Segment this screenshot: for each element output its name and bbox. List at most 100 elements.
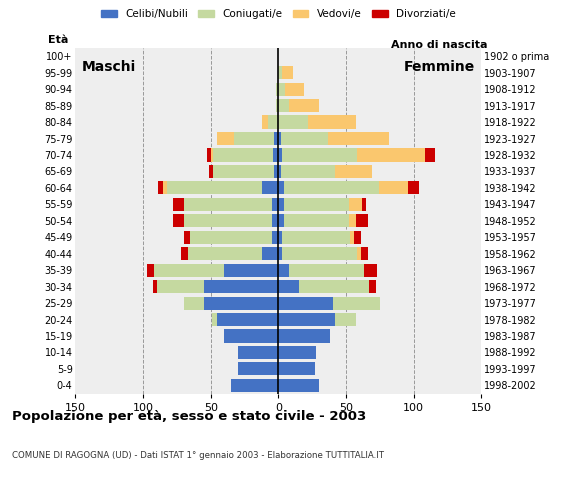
Bar: [278, 362, 315, 375]
Bar: [211, 148, 213, 162]
Bar: [285, 83, 304, 96]
Bar: [278, 99, 289, 112]
Text: Popolazione per età, sesso e stato civile - 2003: Popolazione per età, sesso e stato civil…: [12, 410, 366, 423]
Bar: [212, 313, 218, 326]
Legend: Celibi/Nubili, Coniugati/e, Vedovi/e, Divorziati/e: Celibi/Nubili, Coniugati/e, Vedovi/e, Di…: [97, 5, 460, 24]
Text: Maschi: Maschi: [82, 60, 136, 73]
Bar: [204, 297, 278, 310]
Bar: [408, 181, 419, 194]
Bar: [278, 116, 308, 129]
Bar: [308, 116, 356, 129]
Bar: [335, 165, 372, 178]
Bar: [238, 362, 278, 375]
Bar: [262, 181, 278, 194]
Bar: [278, 132, 281, 145]
Bar: [278, 198, 284, 211]
Bar: [190, 231, 271, 244]
Bar: [282, 247, 357, 260]
Bar: [328, 132, 389, 145]
Bar: [184, 198, 271, 211]
Bar: [278, 148, 282, 162]
Bar: [209, 165, 213, 178]
Bar: [224, 264, 278, 277]
Bar: [278, 297, 332, 310]
Bar: [350, 231, 354, 244]
Bar: [218, 132, 234, 145]
Bar: [204, 280, 278, 293]
Bar: [278, 214, 284, 228]
Bar: [273, 148, 278, 162]
Bar: [173, 198, 184, 211]
Bar: [278, 231, 282, 244]
Bar: [278, 181, 284, 194]
Bar: [364, 264, 377, 277]
Bar: [278, 264, 289, 277]
Bar: [282, 148, 357, 162]
Bar: [282, 231, 350, 244]
Bar: [168, 181, 262, 194]
Bar: [379, 181, 408, 194]
Bar: [206, 148, 211, 162]
Bar: [335, 313, 356, 326]
Bar: [282, 66, 293, 79]
Text: Femmine: Femmine: [403, 60, 474, 73]
Text: COMUNE DI RAGOGNA (UD) - Dati ISTAT 1° gennaio 2003 - Elaborazione TUTTITALIA.IT: COMUNE DI RAGOGNA (UD) - Dati ISTAT 1° g…: [12, 451, 383, 460]
Bar: [278, 329, 330, 343]
Bar: [361, 247, 368, 260]
Bar: [278, 280, 299, 293]
Bar: [267, 116, 278, 129]
Bar: [147, 264, 154, 277]
Bar: [356, 214, 368, 228]
Bar: [158, 181, 164, 194]
Bar: [173, 214, 184, 228]
Bar: [213, 148, 273, 162]
Bar: [362, 198, 367, 211]
Bar: [278, 66, 282, 79]
Bar: [184, 231, 190, 244]
Bar: [181, 247, 188, 260]
Bar: [289, 264, 364, 277]
Bar: [218, 313, 278, 326]
Bar: [284, 214, 349, 228]
Bar: [278, 346, 316, 359]
Bar: [276, 99, 278, 112]
Bar: [278, 165, 281, 178]
Bar: [164, 181, 168, 194]
Bar: [278, 379, 319, 392]
Bar: [289, 99, 319, 112]
Bar: [281, 165, 335, 178]
Bar: [425, 148, 436, 162]
Bar: [271, 214, 278, 228]
Bar: [354, 231, 361, 244]
Bar: [349, 214, 356, 228]
Bar: [357, 247, 361, 260]
Bar: [332, 297, 380, 310]
Bar: [274, 165, 278, 178]
Bar: [299, 280, 369, 293]
Bar: [231, 379, 278, 392]
Bar: [154, 264, 224, 277]
Text: Età: Età: [48, 35, 68, 45]
Text: Anno di nascita: Anno di nascita: [391, 40, 487, 50]
Bar: [262, 247, 278, 260]
Bar: [284, 198, 349, 211]
Bar: [184, 214, 271, 228]
Bar: [224, 329, 278, 343]
Bar: [262, 116, 267, 129]
Bar: [238, 346, 278, 359]
Bar: [278, 313, 335, 326]
Bar: [278, 247, 282, 260]
Bar: [157, 280, 204, 293]
Bar: [349, 198, 362, 211]
Bar: [213, 165, 274, 178]
Bar: [184, 297, 204, 310]
Bar: [271, 231, 278, 244]
Bar: [369, 280, 376, 293]
Bar: [153, 280, 157, 293]
Bar: [276, 83, 278, 96]
Bar: [278, 83, 285, 96]
Bar: [234, 132, 274, 145]
Bar: [281, 132, 328, 145]
Bar: [188, 247, 262, 260]
Bar: [357, 148, 425, 162]
